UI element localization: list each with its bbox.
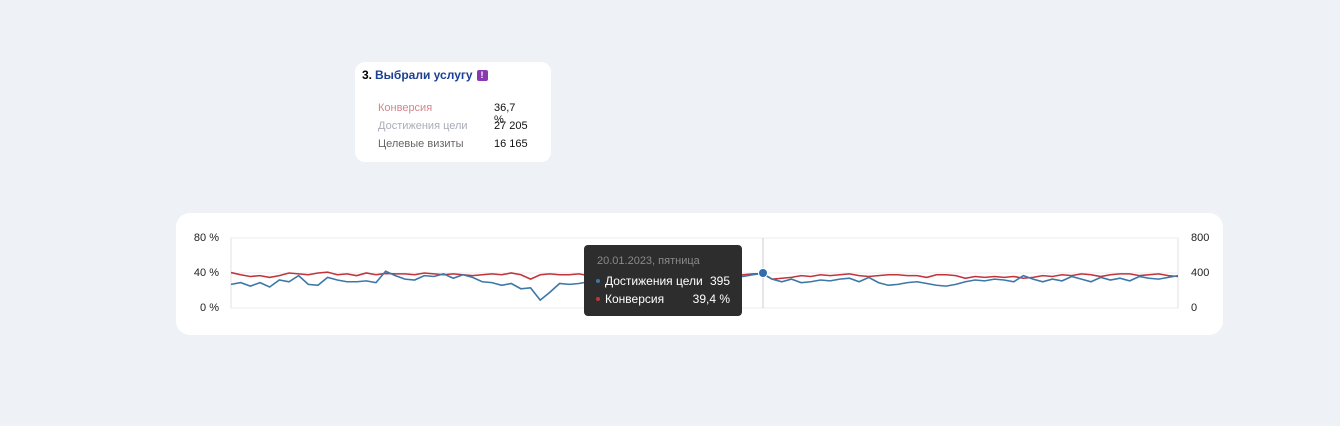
warning-icon[interactable]: ! (476, 70, 488, 81)
tooltip-value: 39,4 % (692, 292, 730, 306)
y2-tick-label: 800 (1191, 232, 1209, 244)
metric-value: 27 205 (494, 120, 528, 132)
tooltip-value: 395 (709, 274, 730, 288)
tooltip-name: Конверсия (605, 292, 665, 306)
tooltip-row: Достижения цели 395 (596, 274, 730, 288)
tooltip-date: 20.01.2023, пятница (597, 255, 700, 267)
y-tick-label: 0 % (200, 302, 219, 314)
card-header: 3. Выбрали услугу! (362, 68, 488, 82)
metric-name: Целевые визиты (378, 138, 464, 150)
y-tick-label: 80 % (194, 232, 219, 244)
y2-tick-label: 0 (1191, 302, 1197, 314)
y-tick-label: 40 % (194, 267, 219, 279)
metric-row: Достижения цели 27 205 (378, 120, 528, 132)
step-number: 3. (362, 68, 373, 82)
y2-tick-label: 400 (1191, 267, 1209, 279)
tooltip-row: Конверсия 39,4 % (596, 292, 730, 306)
tooltip: 20.01.2023, пятница Достижения цели 395 К… (584, 245, 742, 316)
tooltip-name: Достижения цели (605, 274, 703, 288)
metric-value: 36,7 % (494, 102, 516, 126)
metric-value: 16 165 (494, 138, 528, 150)
metric-name: Достижения цели (378, 120, 468, 132)
metric-name: Конверсия (378, 102, 433, 114)
metric-row: Целевые визиты 16 165 (378, 138, 528, 150)
funnel-card: 3. Выбрали услугу! Конверсия 36,7 % Достиж… (355, 62, 551, 162)
step-title[interactable]: Выбрали услугу (375, 68, 473, 82)
metric-row: Конверсия 36,7 % (378, 102, 528, 126)
hover-point (758, 268, 768, 278)
